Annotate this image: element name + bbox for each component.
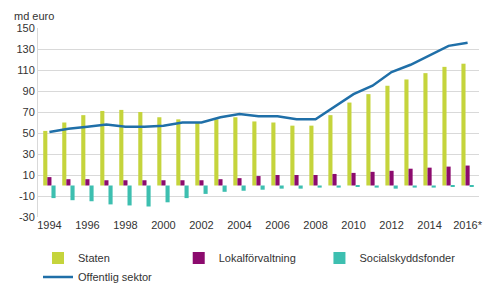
svg-text:Offentlig sektor: Offentlig sektor [78,271,152,283]
svg-text:md euro: md euro [14,10,54,22]
svg-text:2010: 2010 [341,219,365,231]
svg-text:50: 50 [23,127,35,139]
svg-text:1998: 1998 [113,219,137,231]
svg-text:Staten: Staten [78,252,110,264]
svg-text:130: 130 [16,43,34,55]
svg-text:Lokalförvaltning: Lokalförvaltning [219,252,296,264]
svg-text:2002: 2002 [189,219,213,231]
svg-text:90: 90 [23,85,35,97]
svg-text:-30: -30 [19,211,35,223]
svg-text:10: 10 [23,169,35,181]
svg-text:70: 70 [23,106,35,118]
svg-text:2014: 2014 [417,219,441,231]
svg-text:150: 150 [16,22,34,34]
svg-text:30: 30 [23,148,35,160]
svg-text:2004: 2004 [227,219,251,231]
svg-text:2008: 2008 [303,219,327,231]
svg-text:-10: -10 [19,190,35,202]
svg-text:2012: 2012 [379,219,403,231]
svg-text:2016*: 2016* [453,219,482,231]
svg-text:1994: 1994 [37,219,61,231]
svg-text:Socialskyddsfonder: Socialskyddsfonder [359,252,455,264]
svg-text:2000: 2000 [151,219,175,231]
svg-text:2006: 2006 [265,219,289,231]
svg-text:110: 110 [17,64,35,76]
svg-text:1996: 1996 [75,219,99,231]
